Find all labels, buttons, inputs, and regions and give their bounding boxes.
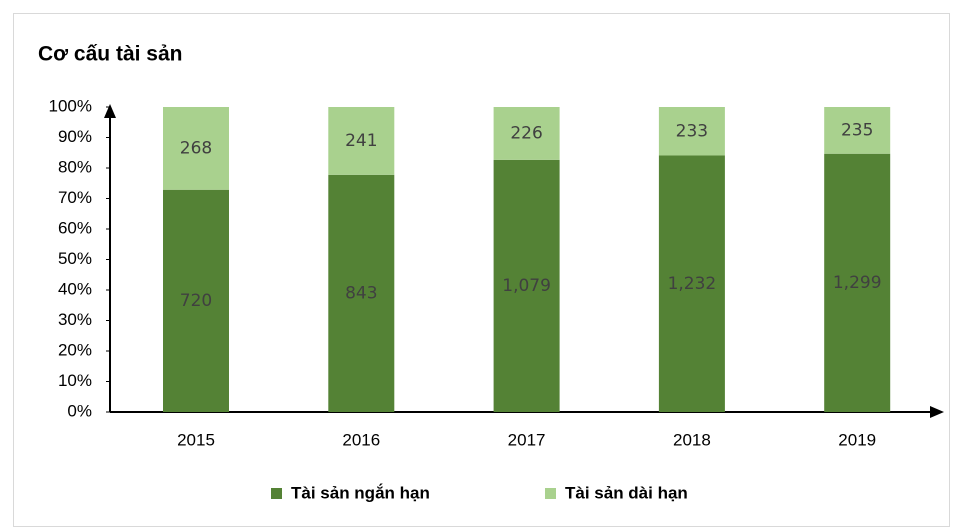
- y-tick-label: 30%: [58, 310, 92, 329]
- bar-segment: [493, 107, 560, 160]
- x-tick-label: 2016: [342, 430, 380, 449]
- legend-label: Tài sản dài hạn: [565, 483, 688, 502]
- chart-frame: [13, 13, 950, 527]
- x-tick-label: 2015: [177, 430, 215, 449]
- data-label: 720: [180, 291, 212, 311]
- bar-segment: [163, 189, 229, 412]
- y-tick-label: 40%: [58, 279, 92, 298]
- legend-swatch: [271, 488, 282, 499]
- y-tick-label: 50%: [58, 249, 92, 268]
- y-tick-label: 90%: [58, 127, 92, 146]
- x-tick-label: 2017: [508, 430, 546, 449]
- data-label: 233: [676, 121, 708, 141]
- data-label: 1,232: [668, 274, 717, 294]
- data-label: 843: [345, 283, 377, 303]
- legend-label: Tài sản ngắn hạn: [291, 483, 430, 502]
- data-label: 268: [180, 138, 212, 158]
- bar-segment: [163, 107, 229, 190]
- y-tick-label: 0%: [67, 401, 92, 420]
- bar-segment: [658, 107, 725, 156]
- legend-swatch: [545, 488, 556, 499]
- data-label: 235: [841, 120, 873, 140]
- y-axis-arrow: [104, 104, 116, 118]
- x-axis-arrow: [930, 406, 944, 418]
- y-tick-label: 10%: [58, 371, 92, 390]
- x-tick-label: 2018: [673, 430, 711, 449]
- data-label: 226: [510, 123, 542, 143]
- y-tick-label: 20%: [58, 340, 92, 359]
- bar-segment: [328, 174, 395, 412]
- chart-title: Cơ cấu tài sản: [38, 43, 182, 66]
- y-tick-label: 80%: [58, 157, 92, 176]
- bar-segment: [493, 159, 560, 412]
- x-tick-label: 2019: [838, 430, 876, 449]
- y-tick-label: 70%: [58, 188, 92, 207]
- y-tick-label: 60%: [58, 218, 92, 237]
- data-label: 241: [345, 131, 377, 151]
- y-tick-label: 100%: [49, 96, 92, 115]
- bar-segment: [824, 107, 891, 154]
- data-label: 1,079: [502, 276, 551, 296]
- bar-segment: [658, 155, 725, 412]
- bar-segment: [328, 107, 395, 175]
- bar-segment: [824, 153, 891, 412]
- data-label: 1,299: [833, 273, 882, 293]
